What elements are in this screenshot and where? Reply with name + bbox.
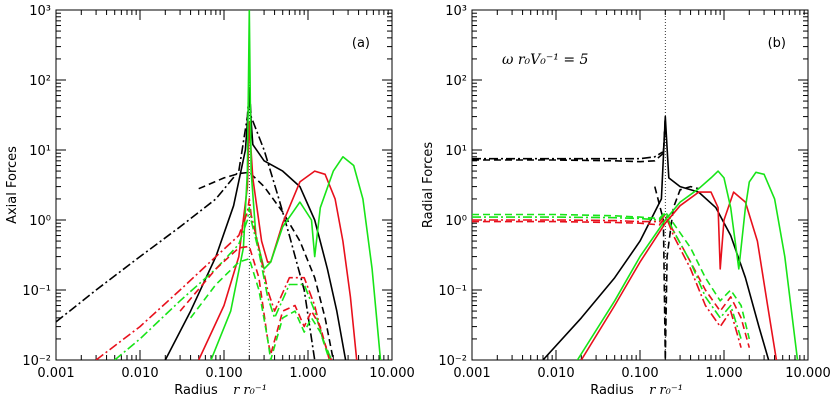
x-tick-label: 0.001 — [37, 366, 74, 381]
x-axis-math: r r₀⁻¹ — [233, 383, 267, 398]
series-line-green-solid — [576, 170, 799, 360]
series-group — [472, 115, 799, 360]
y-tick-label: 10² — [29, 74, 51, 89]
x-axis-math: r r₀⁻¹ — [649, 383, 683, 398]
series-line-black-dashdot — [56, 86, 316, 360]
y-tick-label: 10³ — [29, 4, 51, 19]
y-axis-title: Axial Forces — [5, 146, 20, 224]
y-tick-label: 10³ — [445, 4, 467, 19]
y-axis-title: Radial Forces — [421, 142, 436, 228]
series-line-red-dash — [179, 245, 331, 360]
y-tick-label: 10⁻¹ — [22, 284, 51, 299]
y-tick-label: 10¹ — [29, 144, 51, 159]
panel-label: (a) — [352, 36, 370, 51]
series-line-red-dashdot — [95, 198, 333, 360]
x-tick-label: 0.010 — [121, 366, 158, 381]
panel-b: 0.001 0.010 0.100 1.000 10.000 10⁻² 10⁻¹ 10⁰ 10¹… — [421, 4, 830, 398]
panel-label: (b) — [768, 36, 786, 51]
x-tick-label: 10.000 — [369, 366, 415, 381]
series-line-black-solid — [542, 115, 770, 360]
series-line-red-dashdot — [472, 213, 742, 348]
x-tick-label: 0.100 — [205, 366, 242, 381]
series-line-black-dashdot — [472, 122, 667, 160]
y-tick-label: 10⁻² — [22, 354, 51, 369]
series-line-black-solid — [164, 94, 347, 360]
x-tick-label: 1.000 — [705, 366, 742, 381]
series-group — [56, 10, 382, 360]
series-line-red-solid — [580, 191, 778, 360]
x-tick-label: 0.100 — [621, 366, 658, 381]
y-tick-label: 10² — [445, 74, 467, 89]
x-tick-label: 1.000 — [289, 366, 326, 381]
series-line-black-dash — [198, 171, 335, 360]
series-line-green-dashdot — [114, 206, 333, 360]
x-tick-label: 0.010 — [537, 366, 574, 381]
series-line-green-dash — [472, 211, 751, 340]
y-tick-label: 10⁻² — [438, 354, 467, 369]
panel-a: 0.001 0.010 0.100 1.000 10.000 10⁻² 10⁻¹ 10⁰ 10¹… — [5, 4, 415, 398]
x-axis-title: Radius — [590, 383, 634, 398]
y-tick-label: 10⁰ — [29, 214, 51, 229]
series-line-black-dash — [654, 185, 699, 360]
series-line-green-solid — [210, 10, 382, 360]
x-axis-title: Radius — [174, 383, 218, 398]
x-tick-label: 0.001 — [453, 366, 490, 381]
plot-frame — [55, 9, 393, 361]
x-tick-label: 10.000 — [785, 366, 830, 381]
series-line-black-dash — [472, 116, 667, 163]
y-tick-label: 10⁰ — [445, 214, 467, 229]
y-tick-label: 10⁻¹ — [438, 284, 467, 299]
series-line-green-dashdot — [472, 212, 742, 340]
omega-annotation: ω r₀V₀⁻¹ = 5 — [502, 52, 589, 68]
y-tick-label: 10¹ — [445, 144, 467, 159]
series-line-red-dash — [472, 216, 751, 348]
